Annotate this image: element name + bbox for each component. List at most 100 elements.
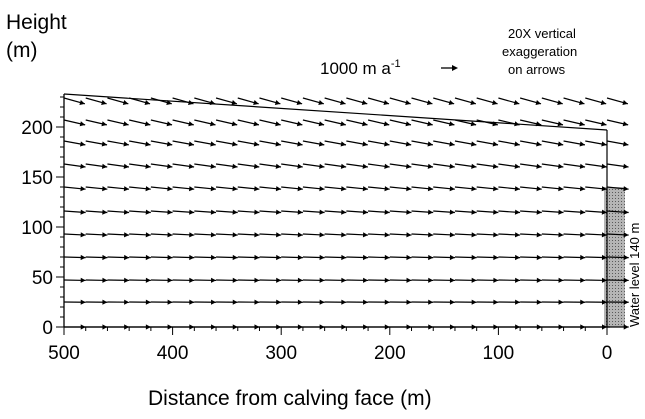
velocity-arrow-head xyxy=(363,324,369,330)
velocity-arrow-head xyxy=(449,163,455,169)
velocity-arrow-head xyxy=(101,163,108,169)
velocity-arrow-head xyxy=(471,163,477,169)
velocity-arrow-head xyxy=(470,141,477,147)
velocity-arrow-head xyxy=(363,277,369,283)
velocity-arrow-head xyxy=(384,299,390,305)
velocity-arrow-head xyxy=(536,141,542,147)
velocity-arrow-head xyxy=(124,254,130,261)
velocity-arrow-head xyxy=(449,186,455,192)
velocity-arrow-head xyxy=(492,141,499,147)
velocity-arrow-head xyxy=(297,277,303,283)
velocity-arrow-head xyxy=(428,299,434,305)
velocity-arrow-head xyxy=(254,186,260,192)
velocity-arrow-head xyxy=(297,232,303,238)
velocity-arrow-head xyxy=(384,277,390,283)
velocity-arrow-head xyxy=(276,324,282,330)
velocity-arrow-head xyxy=(296,100,303,106)
velocity-arrow-head xyxy=(427,141,433,147)
velocity-arrow-head xyxy=(319,186,325,192)
velocity-arrow-head xyxy=(406,209,412,215)
velocity-arrow-head xyxy=(623,186,629,192)
velocity-arrow-head xyxy=(210,163,216,169)
velocity-arrow-head xyxy=(210,121,216,127)
velocity-arrow-head xyxy=(210,141,216,147)
velocity-arrow-head xyxy=(557,121,564,127)
velocity-arrow-head xyxy=(124,299,130,305)
velocity-arrow-head xyxy=(145,277,151,283)
velocity-arrow-head xyxy=(101,141,108,147)
velocity-arrow-head xyxy=(580,324,586,330)
velocity-arrow-head xyxy=(601,163,607,169)
velocity-arrow-head xyxy=(144,100,151,106)
y-axis-label-line1: Height xyxy=(6,11,67,34)
velocity-arrow-head xyxy=(167,254,173,261)
velocity-arrow-head xyxy=(341,299,347,305)
velocity-arrow-head xyxy=(579,186,586,192)
velocity-arrow-head xyxy=(210,186,216,192)
velocity-arrow-head xyxy=(623,163,629,169)
velocity-arrow-head xyxy=(254,209,260,215)
velocity-arrow-head xyxy=(297,254,303,261)
velocity-arrow-head xyxy=(340,141,347,147)
velocity-arrow-head xyxy=(254,254,260,261)
velocity-arrow-head xyxy=(80,299,86,305)
velocity-arrow-head xyxy=(188,163,195,169)
velocity-arrow-head xyxy=(80,163,86,169)
velocity-arrow-head xyxy=(167,163,173,169)
velocity-arrow-head xyxy=(362,121,368,127)
velocity-arrow-head xyxy=(297,186,303,192)
velocity-arrow-head xyxy=(340,121,346,127)
velocity-arrow-head xyxy=(80,324,86,330)
velocity-arrow-head xyxy=(579,121,585,127)
velocity-arrow-head xyxy=(102,209,108,215)
velocity-arrow-head xyxy=(275,186,282,192)
velocity-arrow-head xyxy=(557,100,563,106)
velocity-arrow-head xyxy=(145,299,151,305)
velocity-arrow-head xyxy=(514,141,520,147)
velocity-arrow-head xyxy=(167,186,173,192)
velocity-arrow-head xyxy=(558,254,564,261)
velocity-arrow-head xyxy=(384,141,390,147)
x-tick-label: 100 xyxy=(483,343,515,364)
velocity-arrow-head xyxy=(319,232,325,238)
velocity-arrow-head xyxy=(578,100,585,106)
velocity-arrow-head xyxy=(319,254,325,261)
velocity-arrow-head xyxy=(427,163,434,169)
exaggeration-note-line1: 20X vertical xyxy=(508,26,576,41)
velocity-arrow-head xyxy=(80,186,86,192)
velocity-arrow-head xyxy=(124,277,130,283)
velocity-arrow-head xyxy=(188,121,194,127)
velocity-arrow-head xyxy=(515,299,521,305)
velocity-arrow-head xyxy=(145,209,151,215)
velocity-arrow-head xyxy=(101,100,107,106)
velocity-arrow-head xyxy=(319,163,325,169)
velocity-arrow-head xyxy=(449,232,455,238)
velocity-arrow-head xyxy=(601,232,607,238)
velocity-arrow-head xyxy=(297,141,303,147)
velocity-arrow-head xyxy=(211,299,217,305)
velocity-arrow-head xyxy=(536,209,542,215)
velocity-arrow-head xyxy=(166,100,172,106)
velocity-arrow-head xyxy=(384,254,390,261)
velocity-arrow-head xyxy=(102,277,108,283)
velocity-arrow-head xyxy=(232,141,238,147)
velocity-arrow-head xyxy=(514,163,520,169)
velocity-arrow-head xyxy=(384,163,390,169)
velocity-arrow-head xyxy=(253,141,260,147)
velocity-arrow-head xyxy=(232,277,238,283)
velocity-arrow-head xyxy=(513,100,520,106)
x-tick-label: 0 xyxy=(602,343,613,364)
velocity-arrow-head xyxy=(102,232,108,238)
velocity-arrow-head xyxy=(493,277,499,283)
velocity-arrow-head xyxy=(189,209,195,215)
exaggeration-note-line2: exaggeration xyxy=(502,44,577,59)
velocity-arrow-head xyxy=(123,121,129,127)
velocity-arrow-head xyxy=(80,209,86,215)
velocity-arrow-head xyxy=(189,324,195,330)
velocity-arrow-head xyxy=(623,232,629,238)
velocity-arrow-head xyxy=(276,232,282,238)
velocity-arrow-head xyxy=(275,209,282,215)
velocity-arrow-head xyxy=(210,254,217,261)
velocity-arrow-head xyxy=(275,163,281,169)
velocity-arrow-head xyxy=(515,277,521,283)
